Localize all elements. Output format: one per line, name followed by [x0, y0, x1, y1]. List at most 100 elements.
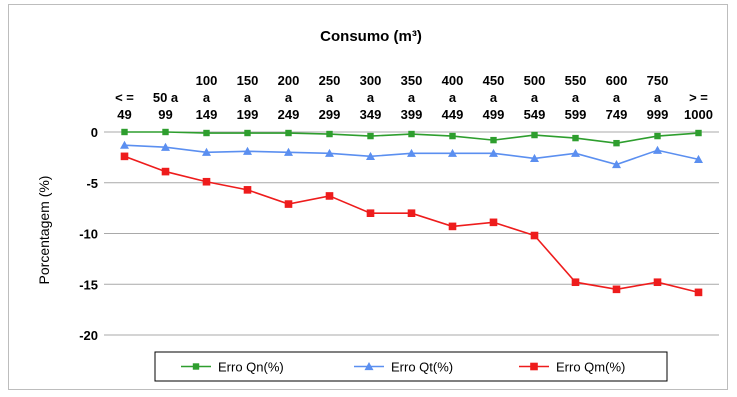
x-tick-label: a	[572, 90, 580, 105]
series-3-point	[161, 167, 170, 176]
x-tick-label: 349	[360, 107, 382, 122]
series-3-point	[284, 200, 293, 208]
series-3-point	[571, 278, 580, 287]
series-1-point	[572, 134, 579, 142]
x-tick-label: a	[326, 90, 334, 105]
series-2-point	[284, 147, 293, 156]
legend-swatch-marker	[364, 362, 374, 371]
legend-box	[154, 351, 668, 382]
line-chart: Consumo (m³) < = 49 50 a 99 100 a 149 150 a 199 20…	[36, 28, 719, 382]
y-axis-labels: 0 -5 -10 -15 -20	[79, 125, 98, 343]
series-3-point	[530, 231, 539, 240]
x-tick-label: 300	[360, 73, 382, 88]
series-3-point	[694, 288, 703, 297]
series-3-point	[243, 186, 252, 194]
x-tick-label: 500	[524, 73, 546, 88]
series-1-point	[244, 129, 251, 137]
series-1-point	[121, 128, 128, 136]
y-axis-title: Porcentagem (%)	[36, 176, 52, 285]
series-2-point	[448, 148, 457, 157]
y-tick-label: -20	[79, 328, 98, 343]
series-2-point	[571, 148, 580, 157]
series-3-point	[407, 209, 416, 217]
x-tick-label: a	[244, 90, 252, 105]
series-1-point	[490, 136, 497, 144]
series-3-point	[489, 218, 498, 227]
series-1-point	[654, 132, 661, 140]
x-tick-label: 250	[319, 73, 341, 88]
x-tick-label: 549	[524, 107, 546, 122]
series-line-3	[124, 155, 699, 294]
x-tick-label: 299	[319, 107, 341, 122]
x-tick-label: 199	[237, 107, 259, 122]
series-1-point	[326, 130, 333, 138]
x-tick-label: > =	[689, 90, 708, 105]
y-tick-label: 0	[91, 125, 98, 140]
x-tick-label: a	[490, 90, 498, 105]
y-tick-label: -15	[79, 277, 98, 292]
x-tick-label: 400	[442, 73, 464, 88]
x-tick-label: 750	[647, 73, 669, 88]
chart-frame: Consumo (m³) < = 49 50 a 99 100 a 149 150 a 199 20…	[8, 4, 728, 390]
y-tick-label: -5	[86, 176, 98, 191]
x-tick-label: 450	[483, 73, 505, 88]
series-2-point	[489, 148, 498, 157]
series-2-point	[530, 153, 539, 162]
series-2-point	[694, 154, 703, 164]
series-3-point	[653, 278, 662, 287]
chart-title: Consumo (m³)	[320, 28, 422, 45]
x-tick-label: a	[367, 90, 375, 105]
legend: Erro Qn(%) Erro Qt(%) Erro Qm(%)	[154, 351, 668, 382]
legend-swatch-marker	[530, 362, 538, 371]
x-tick-label: 399	[401, 107, 423, 122]
x-tick-label: a	[203, 90, 211, 105]
legend-label: Erro Qm(%)	[556, 360, 625, 375]
x-tick-label: a	[285, 90, 293, 105]
x-tick-label: a	[613, 90, 621, 105]
x-tick-label: 200	[278, 73, 300, 88]
x-tick-label: 1000	[684, 107, 713, 122]
legend-label: Erro Qt(%)	[391, 360, 453, 375]
series-1-point	[613, 139, 620, 147]
x-tick-label: a	[531, 90, 539, 105]
gridlines	[104, 131, 719, 336]
series-1-point	[203, 129, 210, 137]
x-tick-label: 350	[401, 73, 423, 88]
x-tick-label: < =	[115, 90, 134, 105]
series-1-point	[449, 132, 456, 140]
x-tick-label: 449	[442, 107, 464, 122]
series-2-point	[120, 140, 129, 149]
series-2-point	[366, 151, 375, 160]
series-1-point	[408, 130, 415, 138]
series-1-point	[531, 131, 538, 139]
x-tick-label: 999	[647, 107, 669, 122]
x-tick-label: 600	[606, 73, 628, 88]
x-tick-label: 749	[606, 107, 628, 122]
series-3-point	[448, 222, 457, 231]
legend-swatch-marker	[192, 363, 200, 370]
series-3-point	[366, 209, 375, 217]
series-3-point	[325, 192, 334, 200]
x-tick-label: 50 a	[153, 90, 179, 105]
x-tick-label: 149	[196, 107, 218, 122]
x-tick-label: 49	[117, 107, 131, 122]
x-tick-label: 150	[237, 73, 259, 88]
series-1-point	[367, 132, 374, 140]
series-1-point	[162, 128, 169, 136]
series-3-point	[202, 177, 211, 186]
x-tick-label: 599	[565, 107, 587, 122]
x-tick-label: 99	[158, 107, 172, 122]
series-2-point	[243, 146, 252, 155]
legend-label: Erro Qn(%)	[218, 360, 284, 375]
y-tick-label: -10	[79, 227, 98, 242]
x-tick-label: 499	[483, 107, 505, 122]
series-1-point	[695, 129, 702, 137]
series-2-point	[407, 148, 416, 157]
series-2-point	[161, 142, 170, 151]
x-tick-label: a	[408, 90, 416, 105]
series-2-point	[325, 148, 334, 157]
x-tick-label: 550	[565, 73, 587, 88]
series-3-point	[612, 285, 621, 294]
series-2-point	[653, 145, 662, 154]
series-2-point	[612, 159, 621, 169]
